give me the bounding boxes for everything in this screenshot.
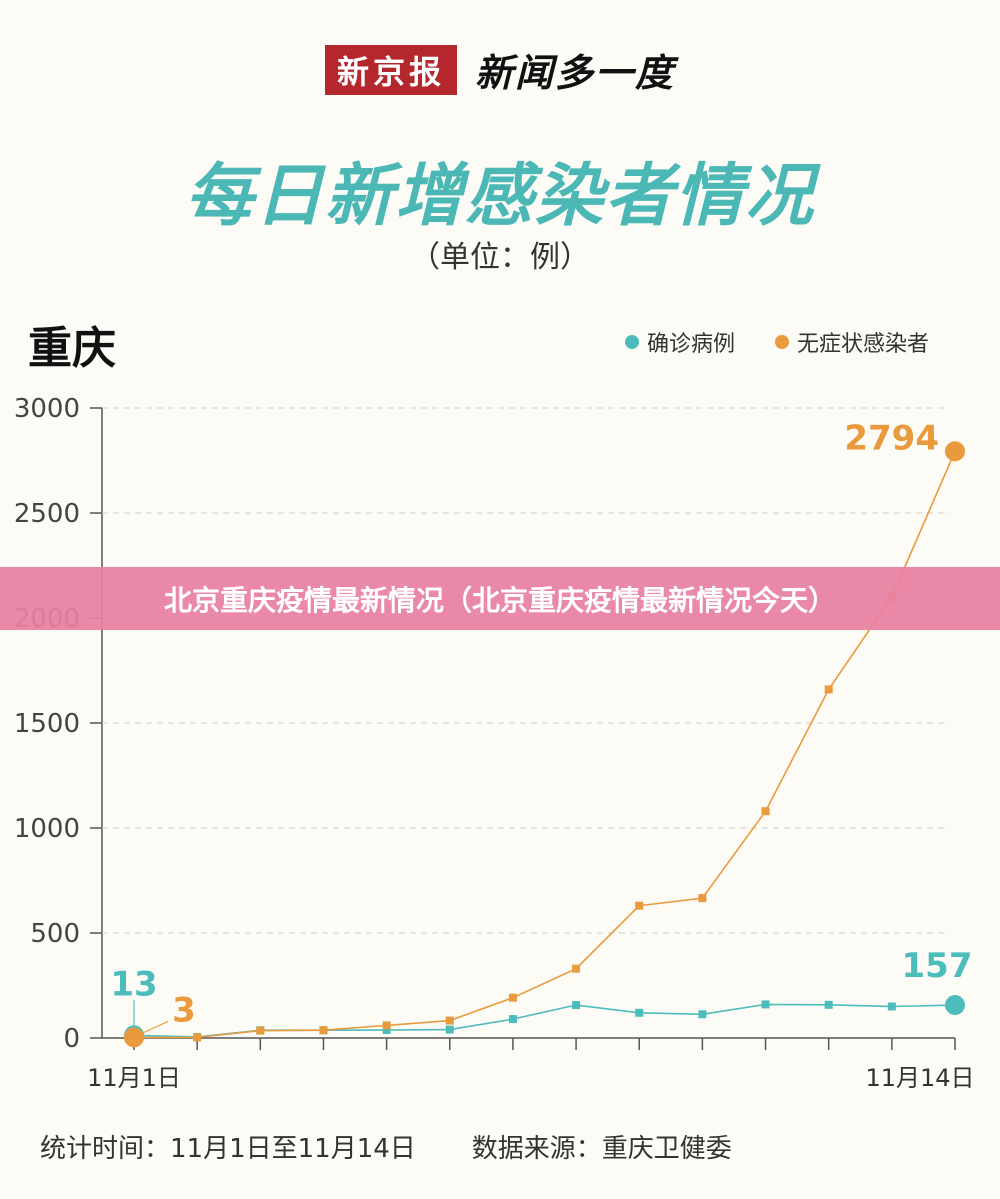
data-point (508, 1015, 517, 1024)
overlay-banner[interactable]: 北京重庆疫情最新情况（北京重庆疫情最新情况今天） (0, 567, 1000, 630)
data-point (635, 1008, 644, 1017)
y-tick-label: 2500 (14, 499, 80, 529)
legend-label-asymptomatic: 无症状感染者 (797, 332, 930, 357)
data-point (256, 1026, 265, 1035)
page-title: 每日新增感染者情况 (184, 157, 815, 236)
data-point (445, 1016, 454, 1025)
data-point (445, 1025, 454, 1034)
data-point-endpoint (945, 441, 965, 462)
footer: 统计时间：11月1日至11月14日 数据来源：重庆卫健委 (40, 1128, 732, 1165)
data-point (508, 993, 517, 1002)
data-point (698, 894, 707, 903)
unit-label: （单位：例） (410, 240, 590, 275)
data-label: 157 (902, 946, 973, 986)
data-point-endpoint (124, 1027, 144, 1048)
data-point (698, 1010, 707, 1019)
y-tick-label: 1500 (14, 709, 80, 739)
legend-item-confirmed: 确诊病例 (625, 326, 735, 358)
x-tick-label: 11月1日 (87, 1064, 181, 1092)
data-point (382, 1021, 391, 1030)
legend-item-asymptomatic: 无症状感染者 (775, 326, 929, 358)
data-point (887, 1002, 896, 1011)
legend-dot-asymptomatic (775, 335, 790, 349)
footer-source: 数据来源：重庆卫健委 (471, 1134, 732, 1164)
data-label: 3 (172, 990, 196, 1030)
brand-logo-red: 新京报 (324, 44, 457, 95)
banner-text: 北京重庆疫情最新情况（北京重庆疫情最新情况今天） (163, 583, 836, 617)
annotation-connector (141, 1020, 169, 1034)
y-tick-label: 500 (30, 919, 80, 949)
data-point (824, 685, 833, 694)
data-point (572, 1001, 581, 1010)
series-line-asymptomatic (134, 450, 956, 1039)
line-chart: 05001000150020002500300011月1日11月14日13327… (14, 394, 975, 1092)
y-tick-label: 1000 (14, 814, 80, 844)
footer-period: 统计时间：11月1日至11月14日 (40, 1134, 416, 1164)
y-tick-label: 3000 (14, 394, 80, 424)
data-point (572, 964, 581, 973)
legend-dot-confirmed (625, 335, 639, 349)
x-tick-label: 11月14日 (865, 1064, 974, 1092)
data-label: 2794 (844, 418, 939, 458)
data-point (382, 1026, 391, 1035)
legend-label-confirmed: 确诊病例 (647, 332, 736, 357)
data-point (761, 807, 770, 816)
data-point (193, 1033, 202, 1042)
data-point (319, 1026, 328, 1035)
data-point (635, 901, 644, 910)
data-point-endpoint (945, 995, 965, 1016)
brand-header: 新京报 新闻多一度 (0, 42, 1000, 97)
y-tick-label: 0 (63, 1024, 80, 1054)
chart-legend: 确诊病例 无症状感染者 (625, 326, 929, 358)
data-point (761, 1000, 770, 1009)
data-point (824, 1000, 833, 1009)
data-label: 13 (110, 964, 157, 1004)
brand-slogan: 新闻多一度 (475, 51, 676, 95)
chart-city-title: 重庆 (28, 323, 116, 374)
